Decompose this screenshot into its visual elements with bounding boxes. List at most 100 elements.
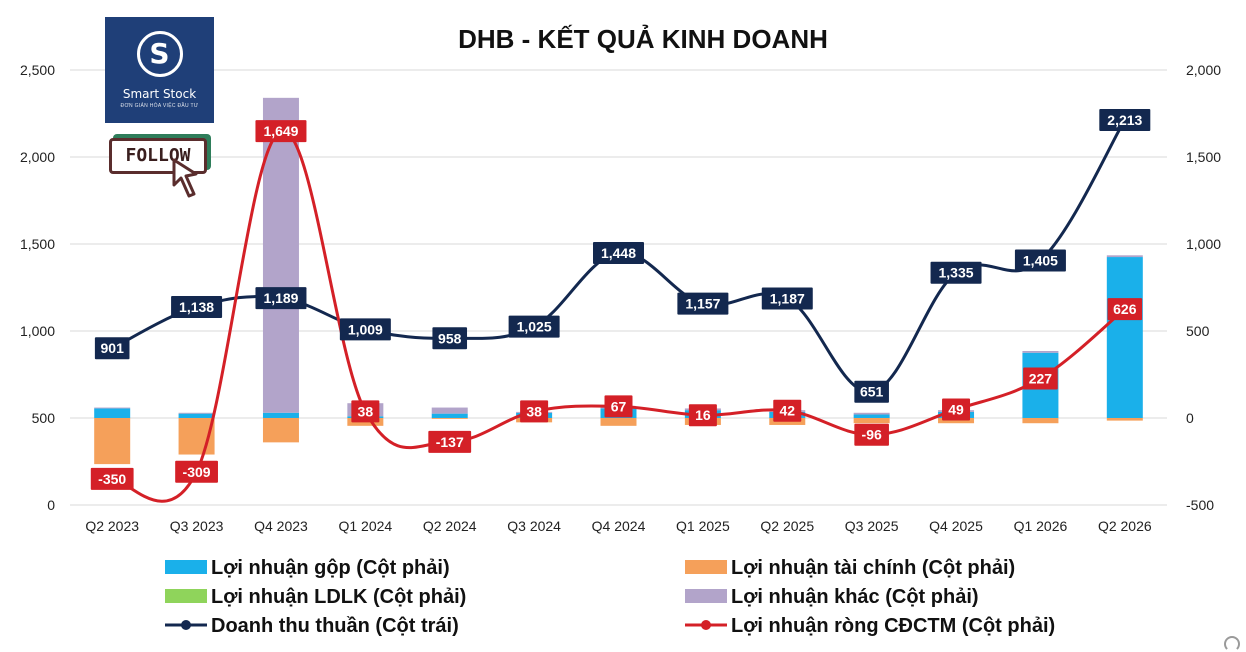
legend-label: Lợi nhuận ròng CĐCTM (Cột phải) [731, 615, 1055, 637]
left-tick-label: 2,000 [20, 149, 55, 165]
legend-label: Lợi nhuận tài chính (Cột phải) [731, 557, 1015, 579]
data-label-box [171, 295, 223, 318]
bar-2-q4-2024 [600, 418, 637, 426]
data-label: 1,649 [263, 123, 298, 139]
bar-1-q3-2025 [853, 414, 890, 418]
data-label: 67 [611, 398, 627, 414]
bar-4-q2-2024 [431, 407, 468, 414]
bar-2-q3-2025 [853, 418, 890, 424]
x-tick-label: Q2 2026 [1098, 518, 1152, 534]
follow-button[interactable]: FOLLOW [109, 138, 207, 174]
data-label-box [1014, 249, 1066, 272]
bar-2-q2-2024 [431, 418, 468, 419]
chart-title: DHB - KẾT QUẢ KINH DOANH [458, 24, 828, 54]
data-label-box [604, 395, 633, 418]
bar-4-q3-2023 [178, 412, 215, 414]
data-label: 1,189 [263, 290, 298, 306]
bar-1-q3-2023 [178, 413, 215, 418]
data-label-box [339, 318, 391, 341]
x-tick-label: Q3 2025 [845, 518, 899, 534]
gridlines [70, 69, 1167, 506]
left-tick-label: 1,000 [20, 323, 55, 339]
right-tick-label: 2,000 [1186, 62, 1221, 78]
data-labels: 901 1,138 1,189 1,009 958 1,025 1,448 1,157 1,18… [90, 108, 1151, 490]
data-label-box [942, 398, 971, 421]
data-label-box [508, 315, 560, 338]
data-label: 38 [358, 403, 374, 419]
bar-2-q1-2026 [1022, 418, 1059, 424]
left-tick-label: 500 [32, 410, 56, 426]
right-tick-label: 500 [1186, 323, 1210, 339]
x-tick-label: Q2 2024 [423, 518, 477, 534]
data-label-box [255, 287, 307, 310]
bar-4-q3-2025 [853, 412, 890, 415]
right-axis: -500 0 500 1,000 1,500 2,000 [1186, 62, 1221, 513]
right-tick-label: 0 [1186, 410, 1194, 426]
bar-2-q4-2025 [938, 418, 975, 424]
x-tick-label: Q1 2025 [676, 518, 730, 534]
bar-4-q2-2023 [94, 407, 131, 409]
data-label-box [593, 242, 644, 265]
data-label-box [175, 460, 218, 483]
data-label: 958 [438, 330, 462, 346]
data-label-box [677, 292, 729, 315]
smart-stock-logo: S Smart Stock ĐƠN GIẢN HÓA VIỆC ĐẦU TƯ [105, 17, 214, 123]
data-label-box [255, 120, 307, 143]
legend-swatch [165, 589, 207, 603]
logo-tagline: ĐƠN GIẢN HÓA VIỆC ĐẦU TƯ [120, 103, 199, 109]
data-label: 1,138 [179, 299, 214, 315]
left-tick-label: 1,500 [20, 236, 55, 252]
bar-4-q4-2023 [262, 97, 299, 413]
bar-2-q2-2026 [1106, 418, 1143, 421]
right-tick-label: -500 [1186, 497, 1214, 513]
data-label-box [428, 430, 472, 453]
x-tick-label: Q4 2024 [592, 518, 646, 534]
data-label-box [94, 337, 130, 360]
data-label: 38 [526, 403, 542, 419]
bar-2-q4-2023 [262, 418, 299, 443]
legend-marker [181, 620, 191, 630]
data-label: 16 [695, 407, 711, 423]
legend-marker [701, 620, 711, 630]
data-label: -350 [98, 471, 126, 487]
data-label-box [854, 423, 889, 446]
bar-1-q2-2023 [94, 408, 131, 418]
legend-swatch [165, 560, 207, 574]
x-tick-label: Q2 2023 [85, 518, 139, 534]
legend: Lợi nhuận gộp (Cột phải) Lợi nhuận tài ch… [165, 557, 1055, 637]
x-tick-label: Q2 2025 [760, 518, 814, 534]
data-label: -137 [436, 434, 464, 450]
bar-1-q2-2026 [1106, 257, 1143, 418]
data-label-box [90, 467, 134, 490]
bar-4-q1-2026 [1022, 351, 1059, 353]
data-label: 1,157 [685, 296, 720, 312]
bar-1-q4-2023 [262, 412, 299, 418]
bar-1-q2-2024 [431, 413, 468, 418]
logo-name: Smart Stock [122, 87, 197, 101]
right-tick-label: 1,000 [1186, 236, 1221, 252]
logo-mark-icon: S [136, 31, 183, 77]
bar-4-q2-2026 [1106, 255, 1143, 258]
data-label: 901 [101, 340, 125, 356]
legend-label: Lợi nhuận khác (Cột phải) [731, 586, 979, 608]
x-tick-label: Q1 2026 [1014, 518, 1068, 534]
left-axis: 0 500 1,000 1,500 2,000 2,500 [20, 62, 55, 513]
data-label: 1,448 [601, 245, 636, 261]
data-label-box [688, 404, 717, 427]
data-label-box [930, 261, 982, 284]
data-label: 1,025 [517, 319, 552, 335]
legend-label: Lợi nhuận gộp (Cột phải) [211, 557, 450, 579]
data-label-box [1099, 108, 1151, 131]
data-label-box [773, 399, 802, 422]
data-label: 626 [1113, 301, 1137, 317]
legend-swatch [685, 589, 727, 603]
data-label: 1,335 [939, 265, 974, 281]
data-label: 651 [860, 384, 884, 400]
legend-label: Lợi nhuận LDLK (Cột phải) [211, 586, 466, 608]
left-tick-label: 2,500 [20, 62, 55, 78]
data-label: -309 [183, 464, 211, 480]
data-label: 1,187 [770, 290, 805, 306]
cursor-icon [172, 158, 198, 198]
x-tick-label: Q1 2024 [338, 518, 392, 534]
